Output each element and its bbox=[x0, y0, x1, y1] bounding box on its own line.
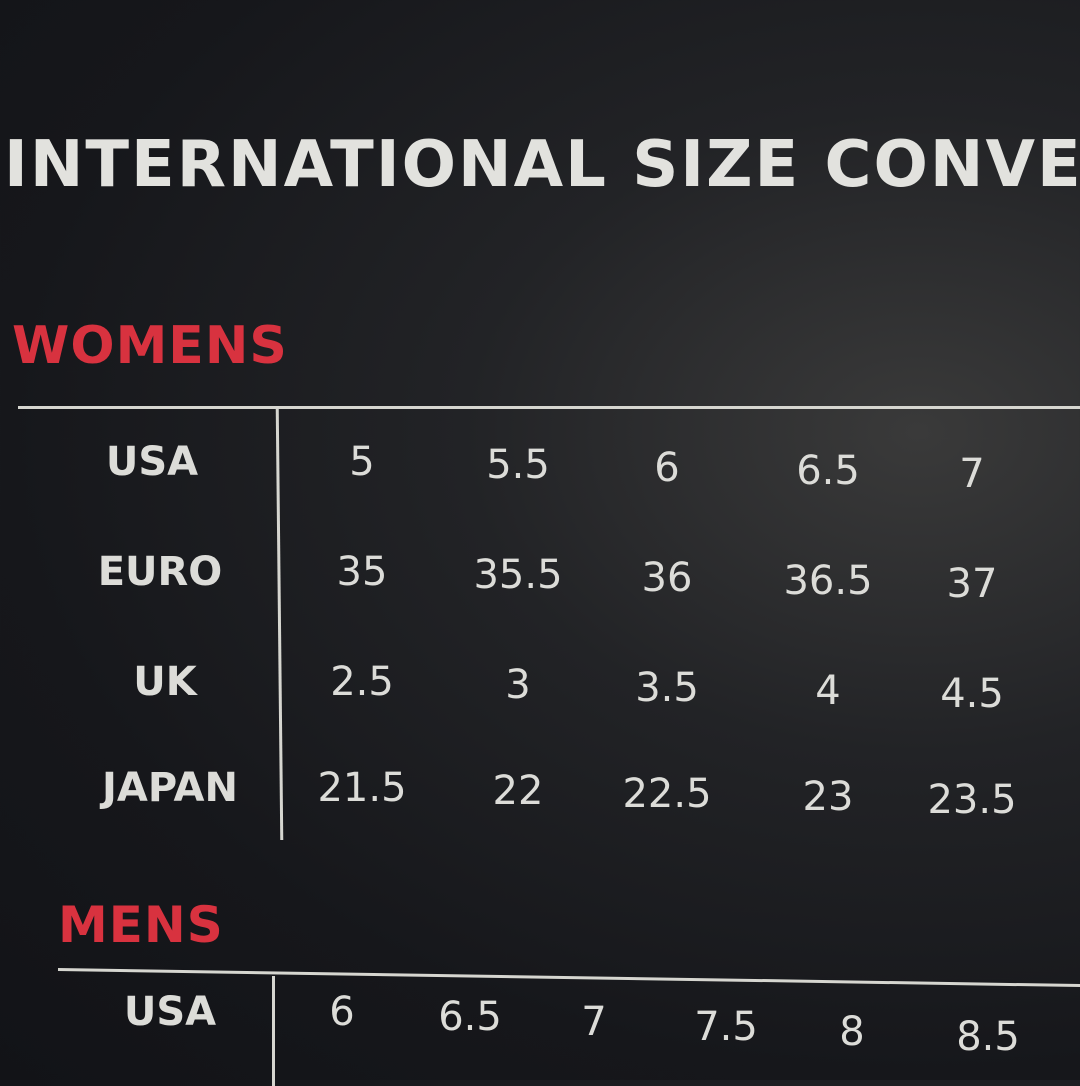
size-cell: 5 bbox=[349, 439, 375, 485]
size-cell: 22 bbox=[492, 768, 544, 814]
size-cell: 35.5 bbox=[473, 552, 563, 598]
row-label: UK bbox=[133, 659, 197, 705]
size-cell: 22.5 bbox=[622, 771, 712, 817]
mens-heading: MENS bbox=[58, 896, 224, 954]
size-cell: 36 bbox=[641, 555, 693, 601]
size-cell: 7 bbox=[959, 451, 985, 497]
mens-column-divider bbox=[272, 976, 275, 1086]
row-label: EURO bbox=[97, 549, 223, 595]
size-cell: 6.5 bbox=[438, 994, 502, 1040]
size-cell: 6.5 bbox=[796, 448, 860, 494]
size-cell: 4 bbox=[815, 668, 841, 714]
size-cell: 6 bbox=[654, 445, 680, 491]
size-cell: 4.5 bbox=[940, 671, 1004, 717]
size-cell: 35 bbox=[336, 549, 388, 595]
row-label: JAPAN bbox=[102, 765, 238, 811]
womens-column-divider bbox=[275, 407, 284, 841]
size-cell: 8.5 bbox=[956, 1014, 1020, 1060]
row-label: USA bbox=[105, 439, 199, 485]
size-cell: 21.5 bbox=[317, 765, 407, 811]
row-label: USA bbox=[123, 989, 217, 1035]
size-cell: 6 bbox=[329, 989, 355, 1035]
chart-title: INTERNATIONAL SIZE CONVE bbox=[4, 128, 1080, 202]
size-cell: 3 bbox=[505, 662, 531, 708]
size-cell: 7.5 bbox=[694, 1004, 758, 1050]
womens-top-divider bbox=[18, 406, 1080, 409]
size-cell: 8 bbox=[839, 1009, 865, 1055]
size-cell: 37 bbox=[946, 561, 998, 607]
size-cell: 23 bbox=[802, 774, 854, 820]
womens-heading: WOMENS bbox=[12, 316, 288, 376]
size-cell: 5.5 bbox=[486, 442, 550, 488]
size-cell: 2.5 bbox=[330, 659, 394, 705]
size-cell: 3.5 bbox=[635, 665, 699, 711]
mens-top-divider bbox=[57, 968, 1080, 988]
size-cell: 7 bbox=[581, 999, 607, 1045]
size-cell: 23.5 bbox=[927, 777, 1017, 823]
size-cell: 36.5 bbox=[783, 558, 873, 604]
